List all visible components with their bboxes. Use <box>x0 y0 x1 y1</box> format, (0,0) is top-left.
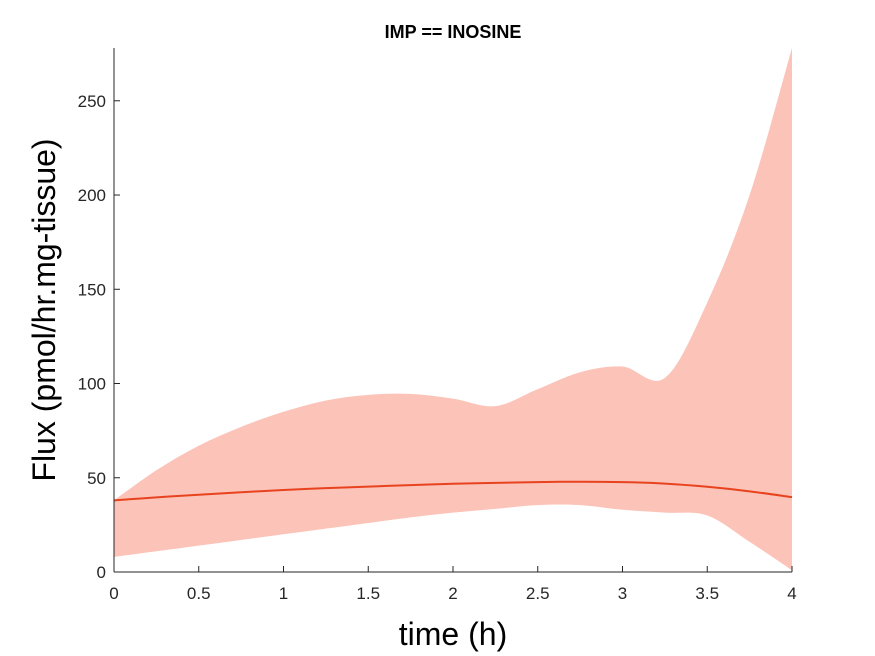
x-tick-label: 2.5 <box>526 584 550 603</box>
y-ticks: 0 50 100 150 200 250 <box>78 92 120 582</box>
x-tick-label: 1.5 <box>356 584 380 603</box>
x-tick-label: 4 <box>787 584 796 603</box>
y-tick-label: 150 <box>78 280 106 299</box>
y-tick-label: 200 <box>78 186 106 205</box>
x-tick-label: 3 <box>618 584 627 603</box>
y-tick-label: 250 <box>78 92 106 111</box>
x-axis-title: time (h) <box>399 616 507 652</box>
chart-title: IMP == INOSINE <box>385 22 522 42</box>
x-tick-label: 2 <box>448 584 457 603</box>
x-ticks: 0 0.5 1 1.5 2 2.5 3 3.5 4 <box>109 566 797 603</box>
y-tick-label: 100 <box>78 375 106 394</box>
mean-line-layer <box>113 480 793 502</box>
y-axis-title: Flux (pmol/hr.mg-tissue) <box>26 138 62 481</box>
confidence-band <box>114 48 792 571</box>
confidence-band-layer <box>114 48 792 571</box>
x-tick-label: 0 <box>109 584 118 603</box>
x-tick-label: 1 <box>279 584 288 603</box>
y-tick-label: 0 <box>97 563 106 582</box>
x-tick-label: 3.5 <box>695 584 719 603</box>
x-tick-label: 0.5 <box>187 584 211 603</box>
y-tick-label: 50 <box>87 469 106 488</box>
mean-flux-line <box>113 480 793 502</box>
